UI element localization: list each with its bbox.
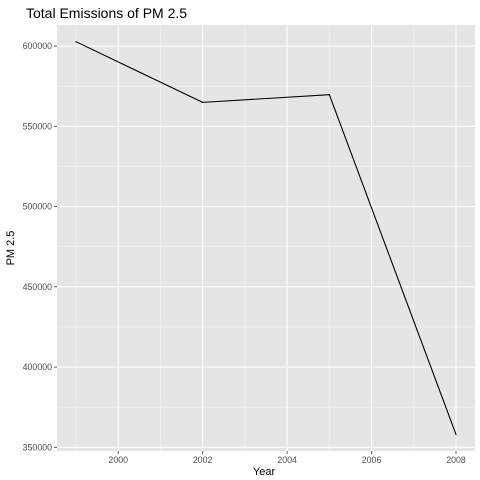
y-tick-label: 400000 bbox=[23, 362, 52, 372]
x-axis: 2000 2002 2004 2006 2008 bbox=[108, 451, 466, 465]
data-point bbox=[455, 433, 457, 436]
plot-panel bbox=[57, 25, 475, 451]
y-tick-label: 550000 bbox=[23, 121, 52, 131]
x-tick-label: 2006 bbox=[362, 455, 382, 465]
grid-lines bbox=[57, 25, 475, 451]
x-axis-label: Year bbox=[253, 466, 276, 478]
y-axis-label: PM 2.5 bbox=[5, 231, 17, 266]
series-line bbox=[75, 41, 457, 435]
x-tick-label: 2008 bbox=[446, 455, 466, 465]
data-series bbox=[75, 41, 457, 436]
data-point bbox=[328, 94, 330, 96]
data-point bbox=[202, 101, 204, 103]
data-point bbox=[75, 41, 77, 43]
y-tick-label: 450000 bbox=[23, 282, 52, 292]
y-tick-label: 350000 bbox=[23, 442, 52, 452]
y-tick-label: 500000 bbox=[23, 202, 52, 212]
x-tick-label: 2002 bbox=[193, 455, 213, 465]
y-axis: 350000 400000 450000 500000 550000 600000 bbox=[23, 41, 57, 452]
x-tick-label: 2000 bbox=[108, 455, 128, 465]
x-tick-label: 2004 bbox=[277, 455, 297, 465]
chart-title: Total Emissions of PM 2.5 bbox=[26, 5, 187, 21]
y-tick-label: 600000 bbox=[23, 41, 52, 51]
